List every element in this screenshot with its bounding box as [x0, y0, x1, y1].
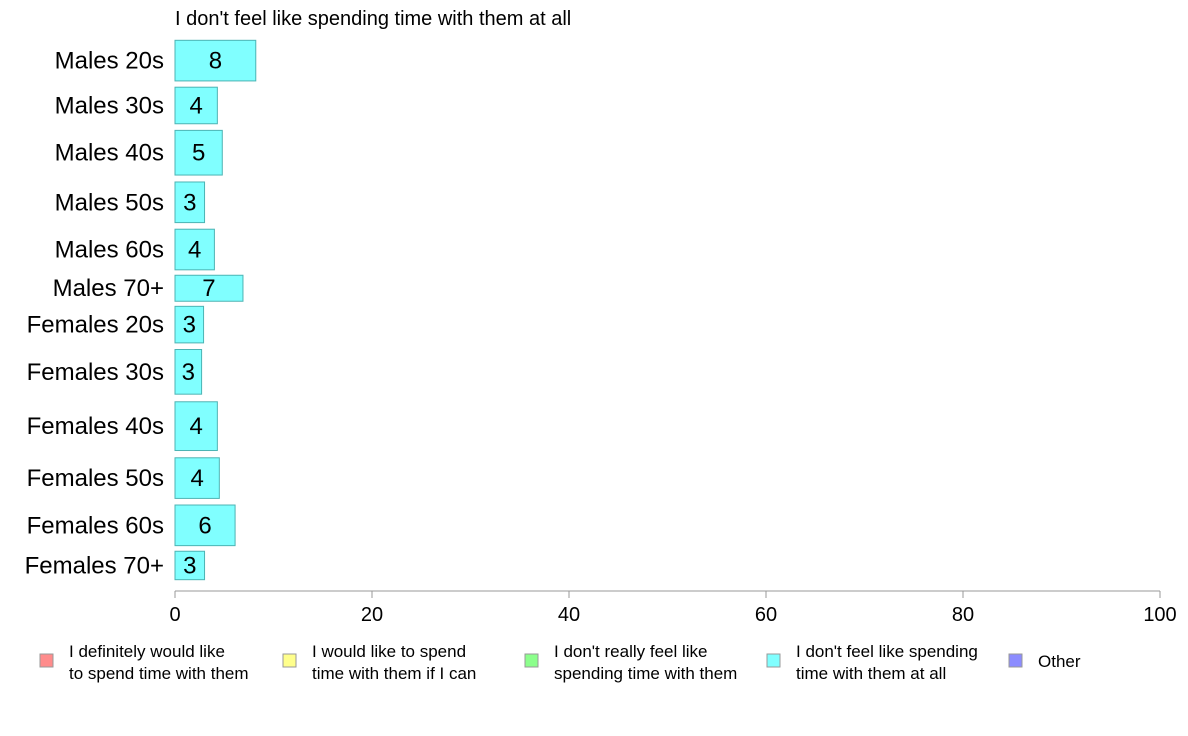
legend-label: time with them at all [796, 664, 946, 683]
bar [174, 274, 244, 302]
x-tick-label: 80 [952, 604, 974, 626]
bar [174, 504, 236, 547]
legend-swatch [1008, 653, 1023, 668]
category-label: Males 20s [55, 48, 164, 75]
legend-label: to spend time with them [69, 664, 249, 683]
x-axis: 0 20 40 60 80 100 [169, 590, 1177, 626]
category-label: Males 70+ [53, 275, 164, 302]
x-tick-label: 20 [361, 604, 383, 626]
legend-label: I would like to spend [312, 642, 466, 661]
legend-label: I don't really feel like [554, 642, 708, 661]
legend-label: I don't feel like spending [796, 642, 978, 661]
bar-value-label: 4 [190, 465, 203, 492]
bar [174, 305, 205, 344]
x-tick-label: 100 [1143, 604, 1176, 626]
category-label: Females 30s [27, 359, 164, 386]
bar-value-label: 3 [183, 189, 196, 216]
bar [174, 86, 218, 125]
legend-swatch [39, 653, 54, 668]
legend-label: spending time with them [554, 664, 737, 683]
category-label: Females 20s [27, 312, 164, 339]
category-label: Males 50s [55, 189, 164, 216]
bar [174, 181, 206, 224]
bars-group: 8 Males 20s 4 Males 30s 5 Males 40s 3 Males 50s… [25, 39, 257, 581]
category-label: Females 70+ [25, 552, 164, 579]
bar-value-label: 8 [209, 48, 222, 75]
bar-value-label: 3 [182, 359, 195, 386]
legend-label: time with them if I can [312, 664, 476, 683]
category-label: Males 60s [55, 237, 164, 264]
legend-swatch [524, 653, 539, 668]
bar [174, 401, 218, 452]
bar-value-label: 3 [183, 312, 196, 339]
bar-value-label: 6 [198, 512, 211, 539]
bar [174, 129, 223, 176]
bar [174, 39, 257, 82]
bar [174, 550, 206, 581]
legend-label: Other [1038, 652, 1081, 671]
bar-value-label: 4 [189, 413, 202, 440]
legend: I definitely would like to spend time wit… [39, 642, 1081, 683]
legend-swatch [282, 653, 297, 668]
category-label: Females 50s [27, 465, 164, 492]
category-label: Females 60s [27, 512, 164, 539]
category-label: Males 30s [55, 92, 164, 119]
bar-value-label: 3 [183, 552, 196, 579]
bar [174, 457, 220, 499]
x-tick-label: 60 [755, 604, 777, 626]
x-tick-label: 40 [558, 604, 580, 626]
bar-value-label: 4 [189, 92, 202, 119]
bar [174, 349, 203, 395]
x-tick-label: 0 [169, 604, 180, 626]
category-label: Females 40s [27, 413, 164, 440]
category-label: Males 40s [55, 140, 164, 167]
bar-value-label: 4 [188, 237, 201, 264]
legend-label: I definitely would like [69, 642, 225, 661]
bar-value-label: 5 [192, 140, 205, 167]
bar-value-label: 7 [202, 275, 215, 302]
legend-swatch [766, 653, 781, 668]
bar [174, 228, 215, 271]
chart-title: I don't feel like spending time with the… [175, 8, 571, 30]
